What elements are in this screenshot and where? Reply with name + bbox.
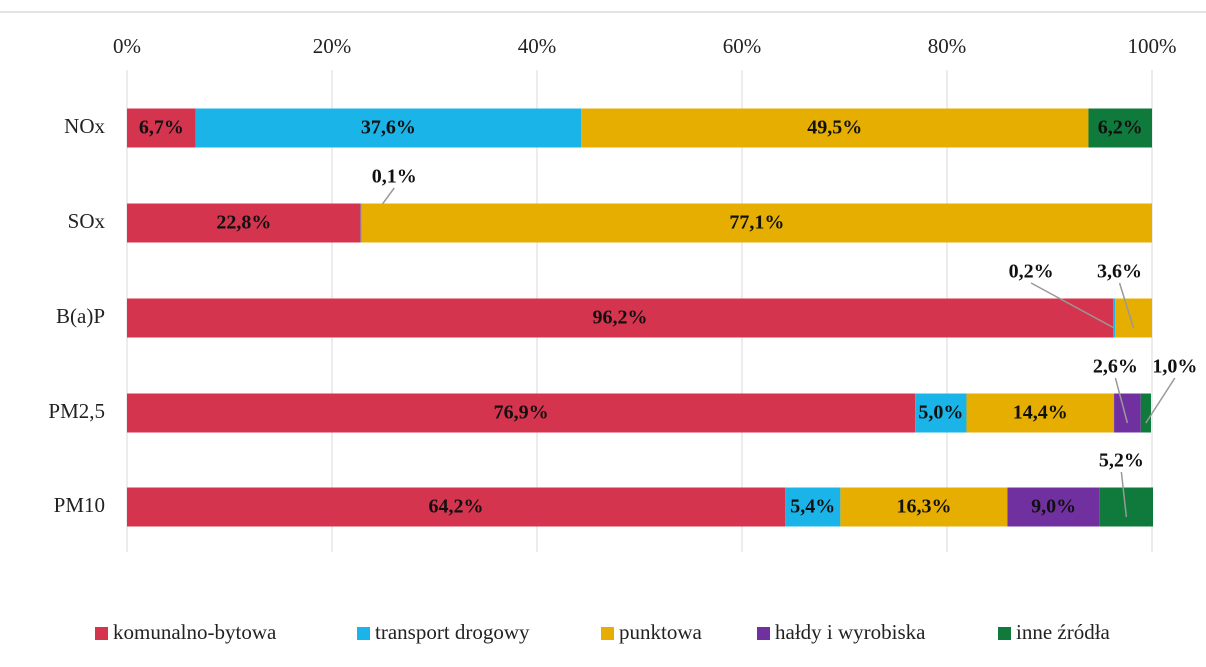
bar-segment — [127, 108, 196, 148]
legend-label: komunalno-bytowa — [113, 620, 277, 644]
x-tick-label: 0% — [113, 34, 141, 58]
bar-segment — [966, 393, 1115, 433]
leader-line — [1118, 282, 1135, 329]
legend-swatch — [757, 627, 770, 640]
data-label: 3,6% — [1097, 261, 1142, 283]
bar-segment — [1113, 298, 1116, 338]
data-label: 14,4% — [1013, 402, 1068, 424]
leader-line — [1030, 282, 1115, 329]
bar-segment — [195, 108, 582, 148]
category-label: SOx — [68, 209, 106, 233]
bar-segment — [915, 393, 967, 433]
x-tick-label: 60% — [723, 34, 762, 58]
x-tick-label: 100% — [1128, 34, 1177, 58]
x-tick-label: 40% — [518, 34, 557, 58]
data-label: 76,9% — [494, 402, 549, 424]
bar-segment — [1115, 298, 1152, 338]
legend-label: inne źródła — [1016, 620, 1111, 644]
data-label: 0,1% — [372, 166, 417, 188]
legend-swatch — [601, 627, 614, 640]
bar-segment — [840, 487, 1008, 527]
bar-segment — [360, 203, 362, 243]
data-label: 6,2% — [1098, 117, 1143, 139]
data-label: 96,2% — [593, 307, 648, 329]
bar-segment — [1007, 487, 1100, 527]
legend-swatch — [357, 627, 370, 640]
bar-segment — [127, 298, 1114, 338]
data-label: 77,1% — [729, 212, 784, 234]
bar-segment — [581, 108, 1089, 148]
category-label: NOx — [64, 114, 105, 138]
data-label: 5,4% — [790, 496, 835, 518]
bar-segment — [785, 487, 841, 527]
data-label: 5,0% — [918, 402, 963, 424]
data-label: 37,6% — [361, 117, 416, 139]
data-label: 6,7% — [139, 117, 184, 139]
category-label: PM2,5 — [48, 399, 105, 423]
data-label: 0,2% — [1009, 261, 1054, 283]
bar-segment — [127, 203, 361, 243]
data-label: 64,2% — [429, 496, 484, 518]
data-label: 9,0% — [1031, 496, 1076, 518]
bar-segment — [1114, 393, 1141, 433]
category-label: PM10 — [54, 493, 105, 517]
data-label: 1,0% — [1152, 356, 1197, 378]
x-tick-label: 80% — [928, 34, 967, 58]
data-label: 49,5% — [807, 117, 862, 139]
leader-line — [1120, 471, 1128, 518]
data-label: 22,8% — [216, 212, 271, 234]
legend-label: transport drogowy — [375, 620, 530, 644]
legend-swatch — [95, 627, 108, 640]
data-label: 2,6% — [1093, 356, 1138, 378]
bar-segment — [361, 203, 1153, 243]
category-label: B(a)P — [56, 304, 105, 328]
leader-line — [1114, 377, 1129, 424]
data-label: 16,3% — [896, 496, 951, 518]
x-tick-label: 20% — [313, 34, 352, 58]
data-label: 5,2% — [1099, 450, 1144, 472]
bar-segment — [1099, 487, 1154, 527]
bar-segment — [1140, 393, 1151, 433]
bar-segment — [1088, 108, 1152, 148]
legend-label: hałdy i wyrobiska — [775, 620, 926, 644]
legend-label: punktowa — [619, 620, 703, 644]
bar-segment — [127, 487, 786, 527]
leader-line — [1145, 377, 1176, 424]
bar-segment — [127, 393, 916, 433]
legend-swatch — [998, 627, 1011, 640]
